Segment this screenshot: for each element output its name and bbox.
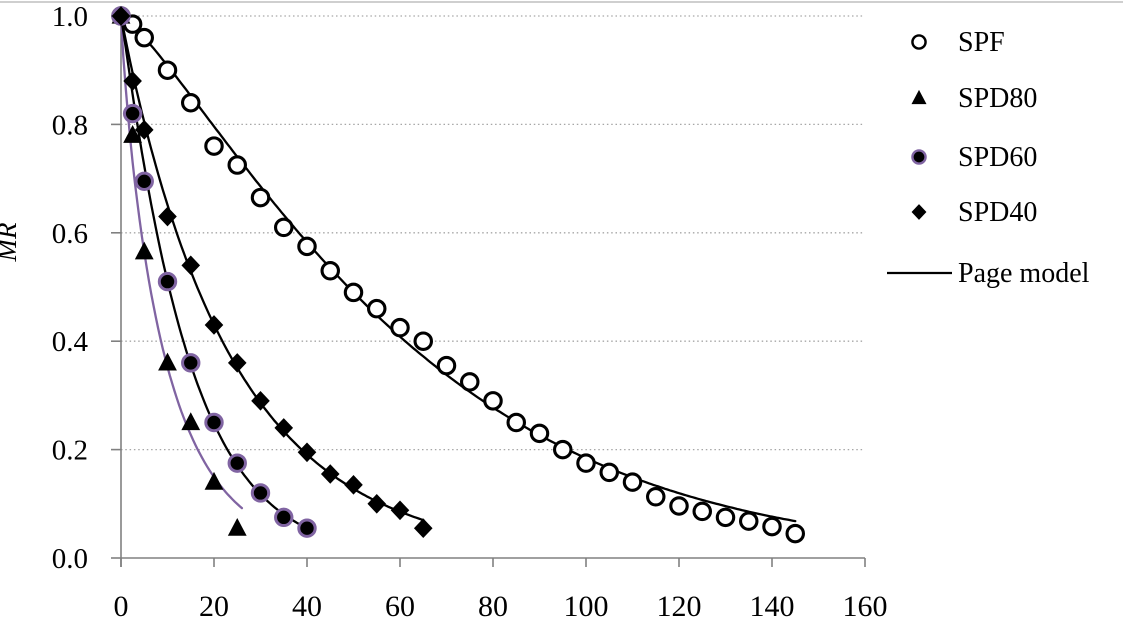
x-tick-label-80: 80 xyxy=(478,590,508,623)
SPF-point xyxy=(297,236,317,257)
gridlines xyxy=(121,15,863,451)
x-tick-label-40: 40 xyxy=(292,590,322,623)
SPF-point xyxy=(576,453,596,473)
legend-label: SPD80 xyxy=(958,83,1037,114)
legend-item-page-model: Page model xyxy=(887,258,1090,289)
SPD60-point xyxy=(122,103,143,124)
SPD40-point xyxy=(181,255,201,276)
SPF-point xyxy=(320,260,340,281)
SPD40-point xyxy=(251,391,270,411)
SPD80-point xyxy=(227,517,247,536)
SPD40-point xyxy=(274,418,294,438)
legend-item-spf: SPF xyxy=(911,27,1005,58)
SPF-point xyxy=(669,496,689,516)
SPF-point xyxy=(692,501,712,522)
SPD60-point xyxy=(274,507,294,528)
SPD60-point xyxy=(297,518,317,538)
SPF-point xyxy=(738,511,759,531)
SPF-point xyxy=(390,317,410,338)
SPF-point xyxy=(436,355,457,376)
SPF-point xyxy=(529,423,550,444)
SPD40-point xyxy=(123,71,142,91)
legend-item-spd40: SPD40 xyxy=(911,197,1037,228)
SPD40-point xyxy=(390,500,410,521)
SPF-point xyxy=(599,462,619,483)
SPD40-point xyxy=(227,353,247,373)
SPD40-point xyxy=(320,464,340,484)
SPF-point xyxy=(715,507,736,528)
SPF-point xyxy=(762,516,782,537)
SPF-point xyxy=(413,331,433,351)
SPF-point xyxy=(506,412,526,433)
SPF-point xyxy=(459,372,480,392)
SPD40-point xyxy=(134,120,154,140)
SPF-point xyxy=(645,487,666,507)
SPD80-point xyxy=(181,412,201,431)
x-tick-label-20: 20 xyxy=(199,590,229,623)
legend-marker-SPD80 xyxy=(911,89,927,105)
SPD40-point xyxy=(111,6,131,26)
SPF-point xyxy=(552,439,573,460)
legend-marker-SPF xyxy=(911,34,927,50)
legend-marker-SPD60 xyxy=(911,149,927,165)
SPF-point xyxy=(366,298,387,319)
series-SPD40 xyxy=(111,6,433,538)
y-tick-label-0.8: 0.8 xyxy=(52,109,88,141)
SPF-point xyxy=(273,217,294,238)
legend-label: Page model xyxy=(958,258,1090,289)
x-tick-label-140: 140 xyxy=(750,590,795,623)
y-tick-label-0.4: 0.4 xyxy=(52,326,89,358)
legend-label: SPD40 xyxy=(958,197,1037,228)
y-tick-label-0.6: 0.6 xyxy=(52,218,88,250)
SPD60-point xyxy=(227,453,247,473)
SPD40-point xyxy=(344,475,363,495)
SPD60-point xyxy=(157,271,178,292)
SPF-point xyxy=(204,136,224,156)
y-tick-label-0.2: 0.2 xyxy=(52,435,88,467)
legend-label: SPD60 xyxy=(958,142,1037,173)
SPF-point xyxy=(227,155,248,175)
SPD80-point xyxy=(158,352,177,371)
y-tick-label-1.0: 1.0 xyxy=(52,1,88,33)
page-model-curve-SPF xyxy=(119,14,797,523)
y-axis-title: MR xyxy=(0,222,22,262)
SPF-point xyxy=(134,27,155,48)
SPF-point xyxy=(250,187,271,208)
SPD40-point xyxy=(367,494,387,514)
y-tick-label-0.0: 0.0 xyxy=(52,543,88,575)
SPD60-point xyxy=(204,412,224,433)
legend-marker-SPD40 xyxy=(911,204,927,220)
SPD40-point xyxy=(204,315,224,335)
SPF-point xyxy=(157,60,178,80)
SPD60-point xyxy=(181,353,201,373)
axes xyxy=(111,14,866,567)
x-tick-label-120: 120 xyxy=(657,590,702,623)
SPF-point xyxy=(622,472,643,492)
SPD40-point xyxy=(413,518,433,538)
SPD80-point xyxy=(123,125,143,143)
SPD60-point xyxy=(250,483,271,503)
SPF-point xyxy=(343,282,364,303)
x-tick-label-160: 160 xyxy=(843,590,888,623)
tick-labels: 0.0 0.2 0.4 0.6 0.8 1.0 0 20 40 60 80 100 120 140 160 xyxy=(52,1,888,623)
SPD40-point xyxy=(158,206,177,227)
SPF-point xyxy=(181,92,201,113)
SPD80-point xyxy=(204,471,224,490)
legend-item-spd80: SPD80 xyxy=(911,83,1037,114)
series-SPF xyxy=(111,6,805,544)
SPF-point xyxy=(785,523,805,544)
x-tick-label-100: 100 xyxy=(564,590,609,623)
legend-item-spd60: SPD60 xyxy=(911,142,1037,173)
SPD40-point xyxy=(297,442,317,463)
legend-label: SPF xyxy=(958,27,1005,58)
x-tick-label-60: 60 xyxy=(385,590,415,623)
x-tick-label-0: 0 xyxy=(114,590,129,623)
SPD80-point xyxy=(134,241,154,260)
SPF-point xyxy=(483,391,503,411)
legend: SPF SPD80 SPD60 SPD40 Page model xyxy=(887,27,1090,289)
SPD60-point xyxy=(134,171,154,192)
